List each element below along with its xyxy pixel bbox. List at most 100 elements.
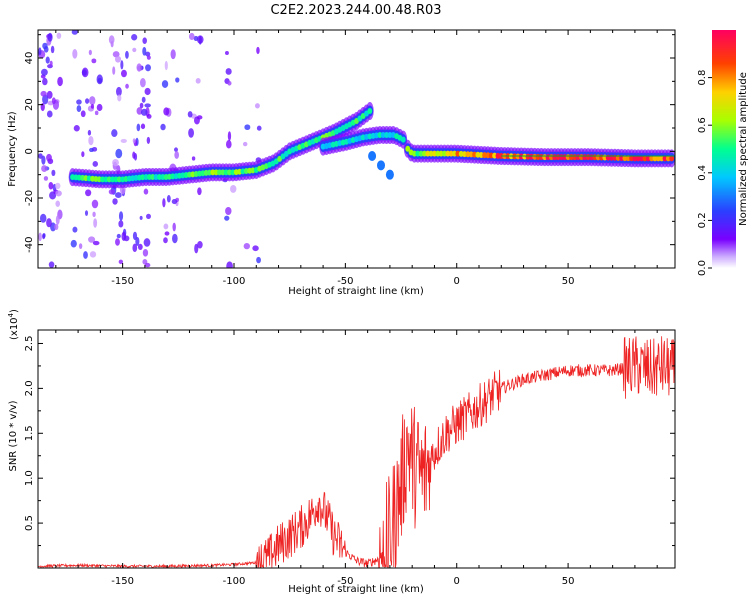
noise-speckle bbox=[112, 66, 116, 75]
noise-speckle bbox=[49, 60, 53, 67]
noise-speckle bbox=[227, 80, 232, 86]
noise-speckle bbox=[125, 50, 129, 59]
ridge-core bbox=[380, 132, 386, 138]
y-tick-label: 40 bbox=[24, 52, 35, 65]
ridge-streak bbox=[377, 160, 385, 171]
ridge-core bbox=[645, 155, 651, 162]
noise-speckle bbox=[46, 153, 52, 162]
ridge-core bbox=[622, 155, 628, 162]
ridge-core bbox=[452, 150, 457, 157]
ridge-core bbox=[665, 155, 671, 162]
noise-speckle bbox=[94, 110, 99, 116]
noise-speckle bbox=[131, 33, 138, 41]
noise-speckle bbox=[195, 78, 201, 84]
noise-speckle bbox=[139, 215, 143, 220]
noise-speckle bbox=[72, 226, 78, 233]
noise-speckle bbox=[132, 243, 138, 253]
x-tick-label: 50 bbox=[562, 576, 575, 587]
noise-speckle bbox=[242, 141, 248, 147]
x-tick-label: -150 bbox=[111, 276, 134, 287]
noise-speckle bbox=[88, 135, 94, 146]
noise-speckle bbox=[92, 160, 99, 167]
ridge-core bbox=[448, 150, 454, 157]
noise-speckle bbox=[161, 80, 169, 88]
snr-x-axis: -150 -100 -50 0 50 bbox=[55, 330, 658, 587]
noise-speckle bbox=[88, 49, 92, 56]
noise-speckle bbox=[164, 60, 168, 71]
colorbar-tick-label: 0.0 bbox=[697, 260, 708, 276]
colorbar-tick-label: 0.2 bbox=[697, 212, 708, 228]
noise-speckle bbox=[170, 49, 176, 60]
noise-speckle bbox=[115, 192, 122, 199]
noise-speckle bbox=[42, 94, 49, 105]
ridge-core bbox=[655, 155, 661, 162]
noise-speckle bbox=[193, 35, 199, 42]
ridge-core bbox=[639, 155, 644, 162]
noise-speckle bbox=[89, 147, 94, 153]
ridge-core bbox=[223, 169, 229, 176]
ridge-core bbox=[632, 155, 638, 162]
noise-speckle bbox=[143, 188, 149, 195]
x-tick-label: -150 bbox=[111, 576, 134, 587]
noise-speckle bbox=[146, 55, 151, 60]
noise-speckle bbox=[47, 32, 53, 42]
noise-speckle bbox=[118, 211, 124, 221]
ridge-core bbox=[412, 150, 417, 157]
noise-speckle bbox=[163, 237, 168, 244]
noise-speckle bbox=[118, 220, 124, 228]
noise-speckle bbox=[78, 243, 83, 249]
noise-speckle bbox=[41, 68, 48, 76]
noise-speckle bbox=[175, 77, 180, 83]
y-tick-label: -40 bbox=[24, 236, 35, 252]
noise-speckle bbox=[76, 99, 82, 105]
noise-speckle bbox=[112, 198, 118, 205]
noise-speckle bbox=[43, 176, 49, 181]
svg-text:(x104): (x104) bbox=[7, 309, 20, 340]
noise-speckle bbox=[163, 107, 170, 116]
noise-speckle bbox=[121, 231, 127, 242]
ridge-core bbox=[106, 176, 112, 183]
ridge-core bbox=[659, 155, 665, 162]
ridge-core bbox=[146, 174, 152, 180]
noise-speckle bbox=[191, 156, 196, 161]
noise-speckle bbox=[244, 124, 251, 131]
ridge-core bbox=[400, 136, 406, 143]
noise-speckle bbox=[54, 223, 59, 231]
noise-speckle bbox=[55, 215, 60, 225]
snr-x-label: Height of straight line (km) bbox=[288, 584, 424, 595]
noise-speckle bbox=[140, 108, 148, 116]
noise-speckle bbox=[225, 206, 232, 216]
noise-speckle bbox=[146, 136, 151, 144]
ridge-core bbox=[625, 155, 631, 162]
noise-speckle bbox=[120, 60, 124, 70]
noise-speckle bbox=[84, 210, 89, 216]
noise-speckle bbox=[42, 233, 46, 238]
noise-speckle bbox=[136, 63, 142, 72]
ridge-core bbox=[210, 169, 216, 176]
noise-speckle bbox=[120, 138, 127, 143]
noise-speckle bbox=[108, 35, 115, 45]
ridge-core bbox=[642, 155, 648, 162]
noise-speckle bbox=[142, 249, 149, 257]
noise-speckle bbox=[243, 243, 250, 250]
noise-speckle bbox=[197, 187, 202, 196]
noise-speckle bbox=[197, 241, 203, 249]
x-tick-label: 50 bbox=[562, 276, 575, 287]
x-tick-label: 0 bbox=[454, 576, 460, 587]
noise-speckle bbox=[226, 261, 233, 268]
y-tick-label: -20 bbox=[24, 190, 35, 206]
noise-speckle bbox=[46, 218, 52, 228]
colorbar-ticks: 0.0 0.2 0.4 0.6 0.8 bbox=[697, 70, 712, 276]
noise-speckle bbox=[256, 125, 262, 131]
noise-speckle bbox=[41, 155, 46, 165]
noise-speckle bbox=[256, 46, 260, 55]
noise-speckle bbox=[139, 78, 146, 88]
ridge-core bbox=[153, 174, 159, 180]
noise-speckle bbox=[51, 169, 56, 177]
noise-speckle bbox=[142, 37, 147, 44]
noise-speckle bbox=[142, 46, 147, 56]
noise-speckle bbox=[256, 256, 261, 264]
noise-speckle bbox=[92, 240, 100, 246]
noise-speckle bbox=[225, 68, 232, 75]
ridge-core bbox=[100, 176, 105, 183]
